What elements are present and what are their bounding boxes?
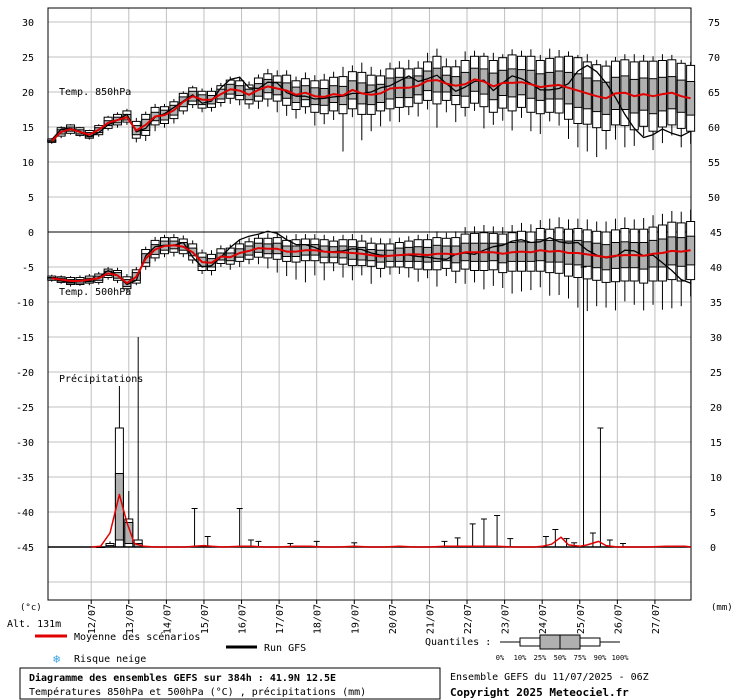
footer-subtitle: Températures 850hPa et 500hPa (°C) , pré… bbox=[29, 686, 366, 698]
legend-snow-label: Risque neige bbox=[74, 654, 146, 665]
left-tick-label: -20 bbox=[16, 368, 34, 379]
left-tick-label: 20 bbox=[22, 88, 34, 99]
left-tick-label: -30 bbox=[16, 438, 34, 449]
left-tick-label: -25 bbox=[16, 403, 34, 414]
legend-quantiles-label: Quantiles : bbox=[425, 637, 491, 648]
right-tick-label: 45 bbox=[710, 228, 722, 239]
x-tick-label: 27/07 bbox=[651, 604, 662, 634]
left-tick-label: 25 bbox=[22, 53, 34, 64]
precip-boxplots bbox=[96, 266, 626, 548]
quantile-tick-label: 25% bbox=[534, 654, 547, 662]
left-axis-unit: (°c) bbox=[20, 603, 42, 613]
precip-mean-line bbox=[91, 493, 692, 548]
right-tick-label: 70 bbox=[708, 53, 720, 64]
x-tick-label: 18/07 bbox=[313, 604, 324, 634]
left-tick-label: 15 bbox=[22, 123, 34, 134]
right-tick-label: 35 bbox=[710, 298, 722, 309]
label-t500: Temp. 500hPa bbox=[59, 287, 131, 298]
left-tick-label: -15 bbox=[16, 333, 34, 344]
footer-copyright: Copyright 2025 Meteociel.fr bbox=[450, 686, 629, 699]
right-tick-label: 50 bbox=[708, 193, 720, 204]
snowflake-icon: ❄ bbox=[53, 652, 60, 666]
x-tick-label: 24/07 bbox=[538, 604, 549, 634]
legend-run-label: Run GFS bbox=[264, 643, 306, 654]
left-tick-label: 0 bbox=[28, 228, 34, 239]
x-tick-label: 17/07 bbox=[275, 604, 286, 634]
left-tick-label: -5 bbox=[22, 263, 34, 274]
quantile-glyph-75-90 bbox=[579, 637, 601, 647]
quantile-glyph-10-25 bbox=[519, 637, 541, 647]
x-tick-label: 22/07 bbox=[463, 604, 474, 634]
footer-run-info: Ensemble GEFS du 11/07/2025 - 06Z bbox=[450, 672, 649, 683]
label-t850: Temp. 850hPa bbox=[59, 87, 131, 98]
panel-500-precip-frame bbox=[47, 231, 692, 601]
left-tick-label: -10 bbox=[16, 298, 34, 309]
x-tick-label: 14/07 bbox=[162, 604, 173, 634]
x-tick-label: 20/07 bbox=[388, 604, 399, 634]
x-tick-label: 12/07 bbox=[87, 604, 98, 634]
left-tick-label: -35 bbox=[16, 473, 34, 484]
left-tick-label: 30 bbox=[22, 18, 34, 29]
x-axis-dates: 12/07 13/07 14/07 15/07 16/07 17/07 18/07 19/07… bbox=[87, 600, 662, 634]
quantile-tick-label: 75% bbox=[574, 654, 587, 662]
quantile-tick-label: 100% bbox=[612, 654, 630, 662]
x-tick-label: 13/07 bbox=[125, 604, 136, 634]
precip-box-inner bbox=[124, 522, 134, 544]
quantile-tick-label: 10% bbox=[514, 654, 527, 662]
quantile-glyph bbox=[500, 634, 620, 650]
label-precip: Précipitations bbox=[59, 373, 143, 385]
left-axis: 30 25 20 15 10 5 0 -5 -10 -15 -20 -25 -30 -35 -40 -45 bbox=[16, 18, 34, 554]
right-tick-label: 0 bbox=[710, 543, 716, 554]
right-tick-label: 40 bbox=[710, 263, 722, 274]
right-tick-label: 5 bbox=[710, 508, 716, 519]
t500-mean-line bbox=[51, 244, 691, 285]
left-tick-label: -45 bbox=[16, 543, 34, 554]
quantile-tick-label: 0% bbox=[496, 654, 505, 662]
x-tick-label: 21/07 bbox=[425, 604, 436, 634]
x-tick-label: 26/07 bbox=[613, 604, 624, 634]
right-tick-label: 65 bbox=[708, 88, 720, 99]
quantile-tick-label: 90% bbox=[594, 654, 607, 662]
t500-run-line bbox=[51, 230, 691, 286]
right-tick-label: 60 bbox=[708, 123, 720, 134]
right-tick-label: 15 bbox=[710, 438, 722, 449]
x-tick-label: 19/07 bbox=[350, 604, 361, 634]
right-tick-label: 75 bbox=[708, 18, 720, 29]
right-tick-label: 30 bbox=[710, 333, 722, 344]
x-tick-label: 25/07 bbox=[576, 604, 587, 634]
right-tick-label: 25 bbox=[710, 368, 722, 379]
left-tick-label: 5 bbox=[28, 193, 34, 204]
t850-mean-line bbox=[51, 78, 691, 142]
x-tick-label: 23/07 bbox=[501, 604, 512, 634]
left-tick-label: -40 bbox=[16, 508, 34, 519]
series-lines bbox=[48, 64, 692, 548]
right-tick-label: 10 bbox=[710, 473, 722, 484]
footer-box bbox=[19, 667, 441, 700]
x-tick-label: 16/07 bbox=[238, 604, 249, 634]
x-tick-label: 15/07 bbox=[200, 604, 211, 634]
right-tick-label: 20 bbox=[710, 403, 722, 414]
t850-boxplots bbox=[47, 48, 696, 158]
quantile-ticks: 0% 10% 25% 50% 75% 90% 100% bbox=[496, 654, 629, 662]
altitude-label: Alt. 131m bbox=[7, 619, 61, 630]
left-tick-label: 10 bbox=[22, 158, 34, 169]
footer-title: Diagramme des ensembles GEFS sur 384h : … bbox=[29, 672, 336, 684]
right-tick-label: 55 bbox=[708, 158, 720, 169]
legend-mean-label: Moyenne des scénarios bbox=[74, 631, 200, 643]
quantile-tick-label: 50% bbox=[554, 654, 567, 662]
right-axis-unit: (mm) bbox=[711, 603, 733, 613]
legend: Moyenne des scénarios Run GFS ❄ Risque n… bbox=[35, 631, 629, 666]
